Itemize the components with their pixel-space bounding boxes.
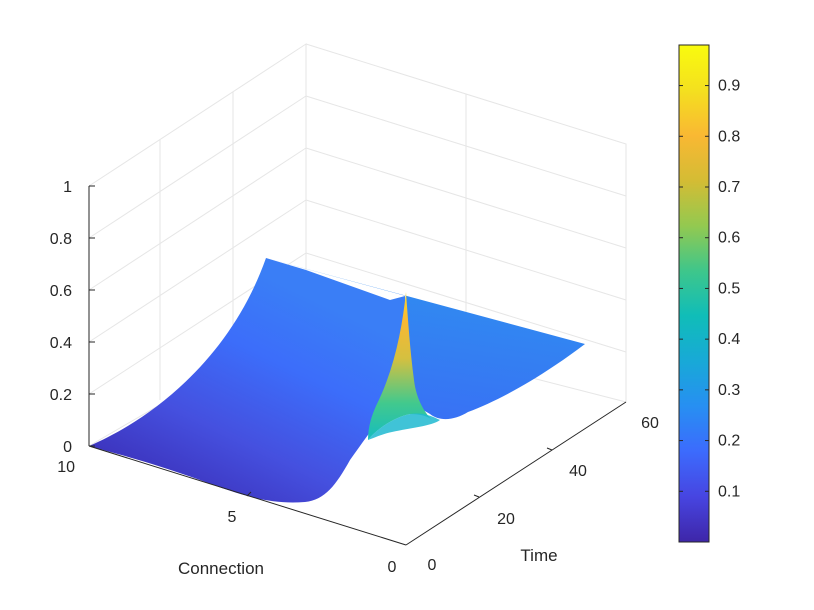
- colorbar-tick-label: 0.1: [718, 483, 740, 500]
- z-tick-label: 0.4: [50, 335, 72, 352]
- colorbar-tick-label: 0.3: [718, 382, 740, 399]
- x-tick-label: 10: [57, 459, 75, 476]
- surface-rim-dip: [368, 413, 440, 440]
- colorbar-ticks: 0.1 0.2 0.3 0.4 0.5 0.6 0.7 0.8 0.9: [679, 78, 740, 500]
- z-tick-label: 0: [63, 439, 72, 456]
- colorbar-tick-label: 0.8: [718, 128, 740, 145]
- y-axis-line: [405, 401, 627, 546]
- y-tick-label: 60: [641, 415, 659, 432]
- surface-plot: [89, 258, 585, 503]
- y-tick-label: 40: [569, 463, 587, 480]
- surface-right-face: [266, 258, 585, 420]
- y-tick: [473, 494, 480, 498]
- grid-line: [88, 147, 307, 291]
- y-tick-label: 20: [497, 511, 515, 528]
- z-tick-label: 0.2: [50, 387, 72, 404]
- x-tick: [246, 491, 252, 497]
- z-tick-label: 0.8: [50, 231, 72, 248]
- tick-marks: [89, 185, 553, 498]
- colorbar: 0.1 0.2 0.3 0.4 0.5 0.6 0.7 0.8 0.9: [678, 44, 740, 543]
- y-tick: [546, 447, 553, 451]
- colorbar-tick-label: 0.7: [718, 179, 740, 196]
- colorbar-tick-label: 0.9: [718, 78, 740, 95]
- tick-labels: 1 0.8 0.6 0.4 0.2 0 10 5 0 0 20 40 60: [50, 179, 659, 576]
- grid-line: [305, 43, 627, 402]
- colorbar-tick-label: 0.6: [718, 230, 740, 247]
- colorbar-gradient: [678, 44, 710, 543]
- colorbar-tick-label: 0.2: [718, 433, 740, 450]
- colorbar-tick-label: 0.4: [718, 331, 740, 348]
- surface-left-face: [89, 258, 406, 503]
- grid-line: [88, 95, 307, 239]
- y-tick-label: 0: [428, 557, 437, 574]
- x-tick-label: 5: [228, 509, 237, 526]
- grid-line: [88, 199, 307, 343]
- y-axis-label: Time: [520, 546, 557, 565]
- x-tick-label: 0: [388, 559, 397, 576]
- surface-peak: [368, 292, 432, 440]
- x-axis-label: Connection: [178, 559, 264, 578]
- z-tick-label: 0.6: [50, 283, 72, 300]
- colorbar-tick-label: 0.5: [718, 280, 740, 297]
- z-tick-label: 1: [63, 179, 72, 196]
